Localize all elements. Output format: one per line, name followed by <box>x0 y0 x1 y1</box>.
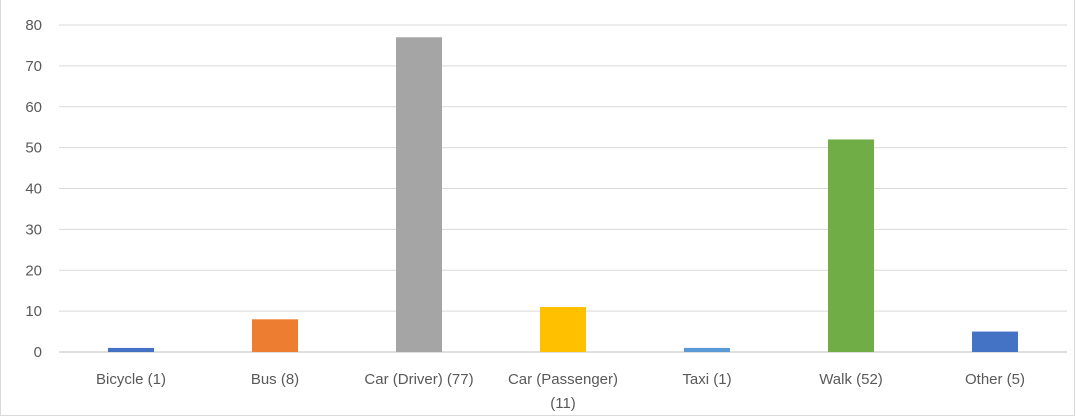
y-tick-label: 20 <box>25 262 42 279</box>
x-category-label: Taxi (1) <box>682 371 731 388</box>
y-tick-label: 70 <box>25 58 42 75</box>
x-category-label: Bicycle (1) <box>96 371 166 388</box>
bar-4 <box>684 347 730 352</box>
bar-3 <box>540 307 586 352</box>
bar-0 <box>108 347 154 352</box>
y-tick-label: 10 <box>25 303 42 320</box>
gridlines <box>59 24 1067 353</box>
y-tick-label: 30 <box>25 221 42 238</box>
bar-1 <box>252 319 298 352</box>
y-tick-label: 60 <box>25 99 42 116</box>
x-category-label: Bus (8) <box>251 371 299 388</box>
x-category-label: Car (Passenger) (11) <box>508 371 618 412</box>
y-axis-ticks: 0 10 20 30 40 50 60 70 80 <box>25 17 42 361</box>
bar-6 <box>972 331 1018 352</box>
bar-5 <box>828 139 874 352</box>
y-tick-label: 50 <box>25 140 42 157</box>
x-category-label: Walk (52) <box>819 371 883 388</box>
x-axis-labels: Bicycle (1) Bus (8) Car (Driver) (77) Car (… <box>96 371 1025 412</box>
y-tick-label: 80 <box>25 17 42 34</box>
y-tick-label: 40 <box>25 181 42 198</box>
bars <box>108 37 1018 352</box>
y-tick-label: 0 <box>34 344 42 361</box>
x-category-label: Other (5) <box>965 371 1025 388</box>
bar-2 <box>396 37 442 352</box>
x-category-label: Car (Driver) (77) <box>364 371 473 388</box>
